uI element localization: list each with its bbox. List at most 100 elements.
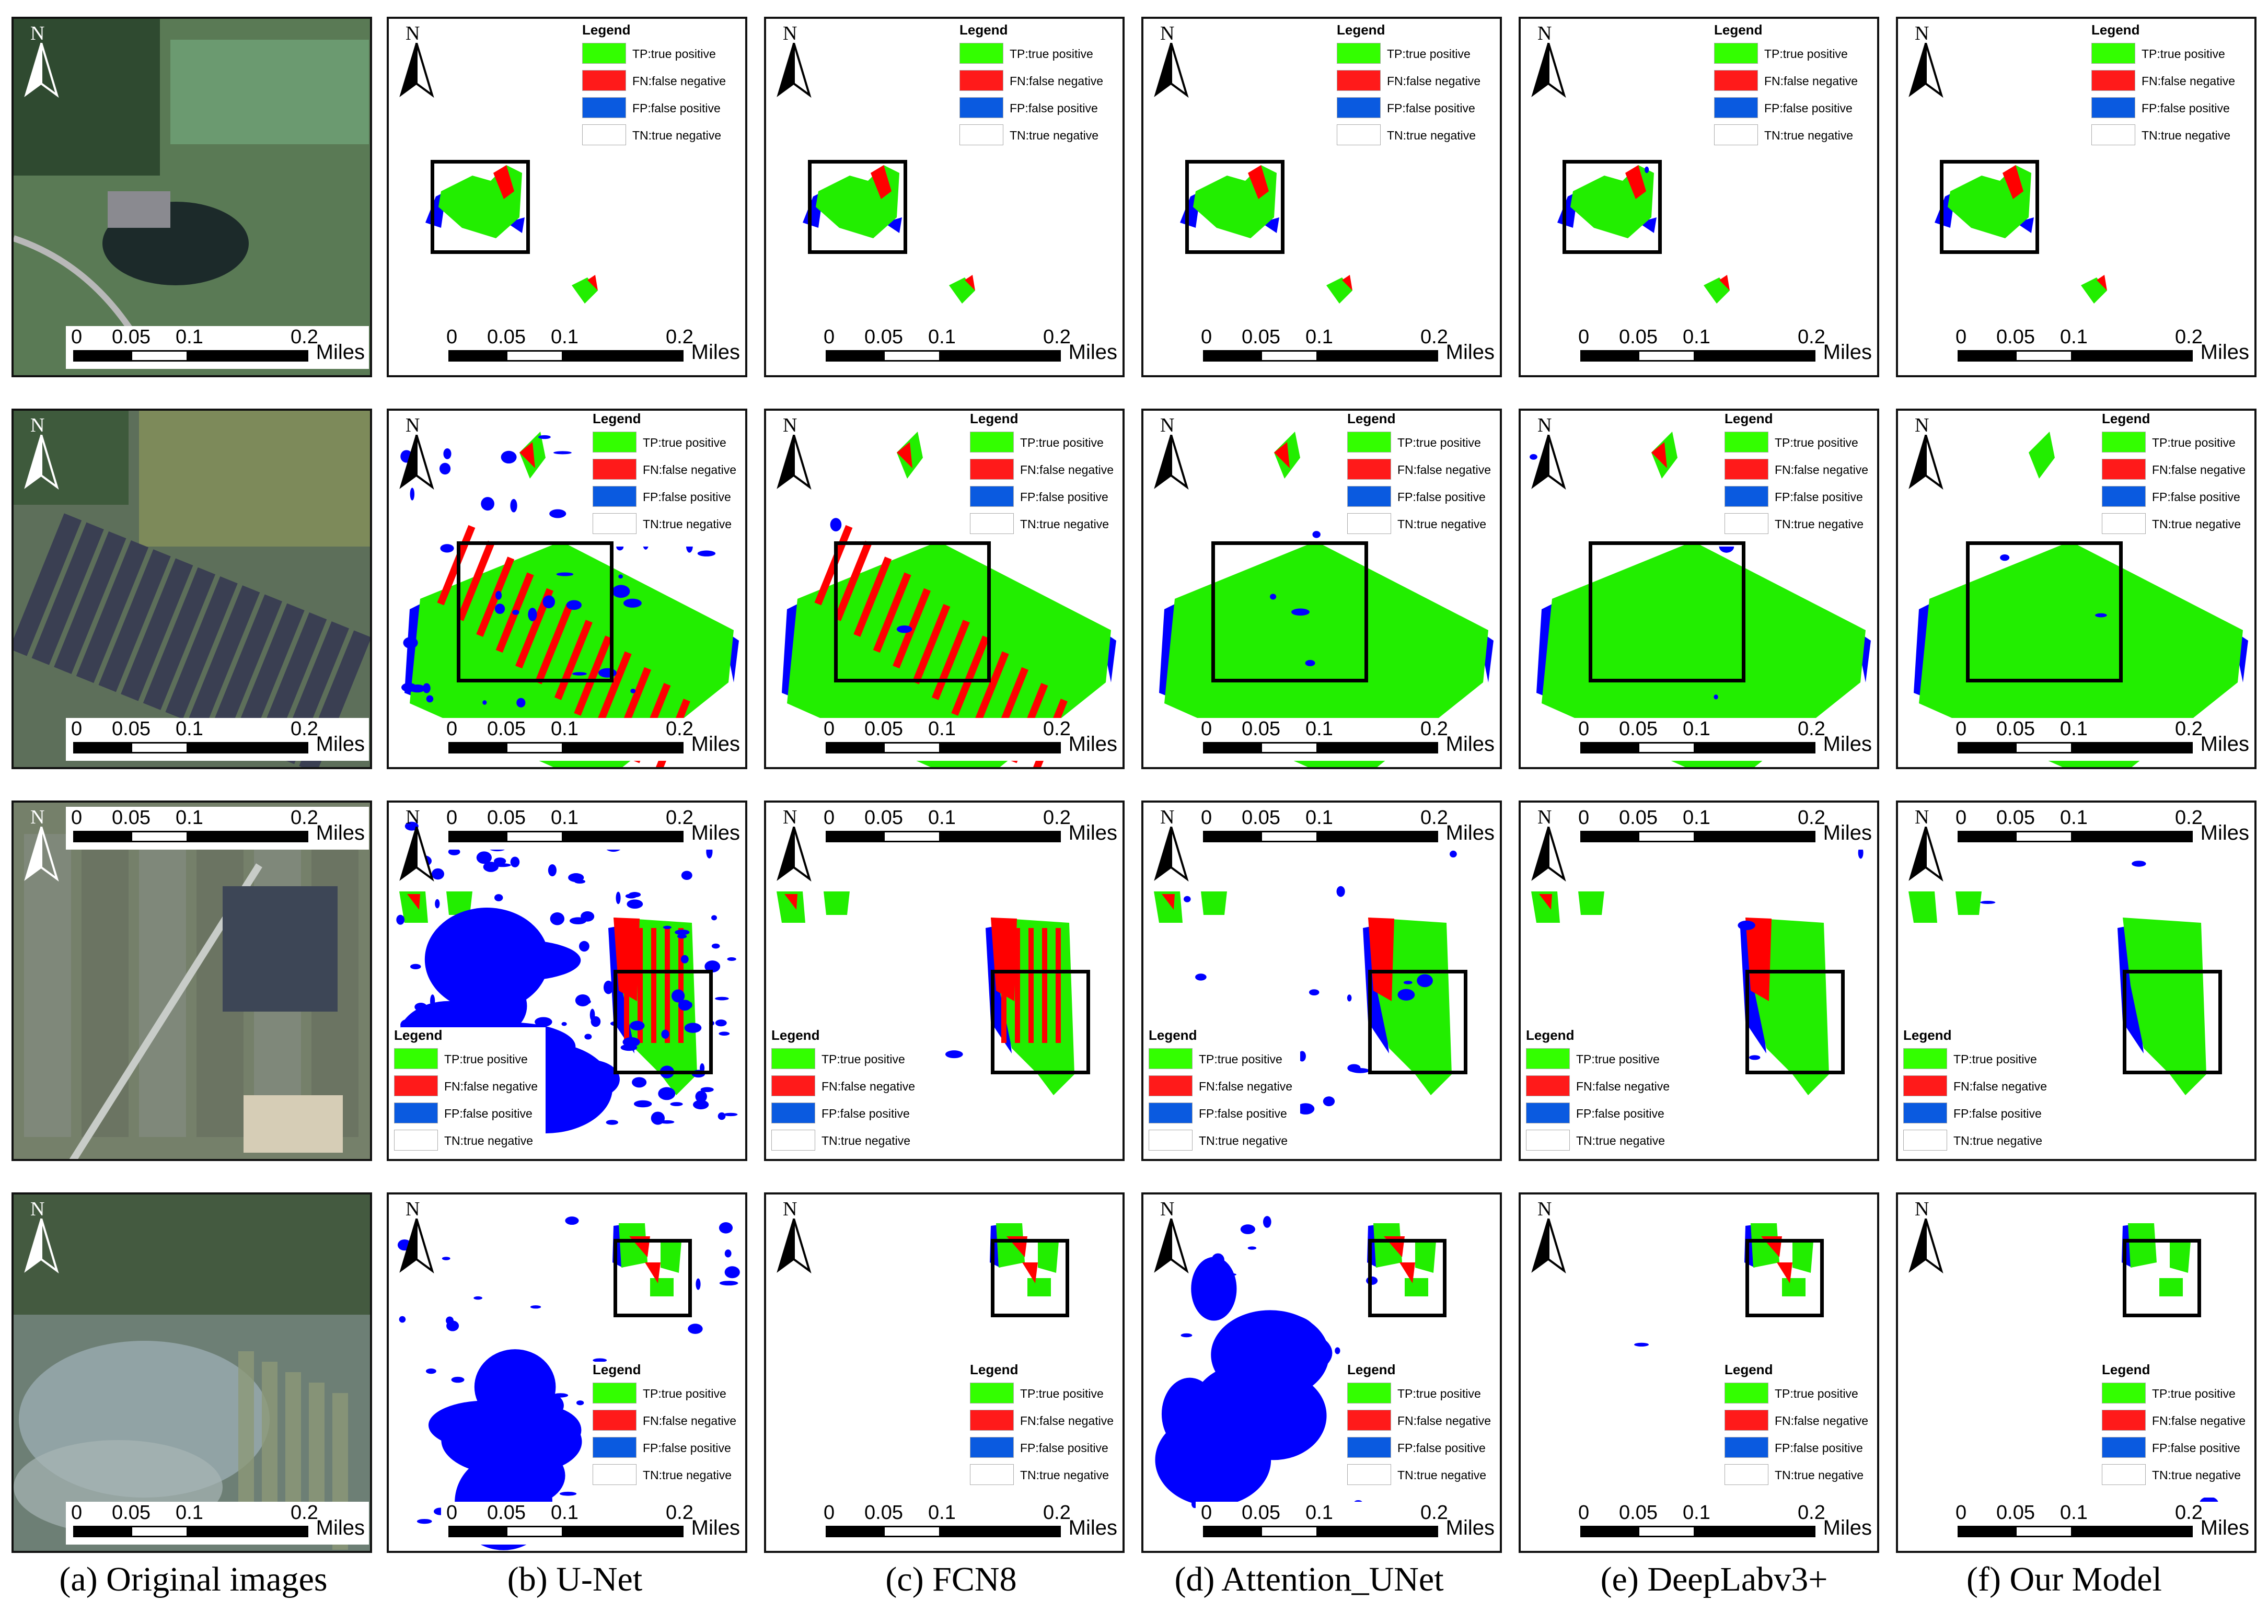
scale-bar-segment <box>448 1526 506 1537</box>
fn-stripe <box>873 572 911 653</box>
legend-swatch <box>771 1048 815 1069</box>
scale-bar-segment <box>188 1526 308 1537</box>
legend-item-label: TP:true positive <box>2152 1387 2236 1400</box>
fp-noise <box>440 544 454 553</box>
fp-noise <box>528 608 537 621</box>
tp-region <box>824 891 850 915</box>
legend-swatch <box>1347 459 1391 480</box>
north-label: N <box>1537 414 1552 436</box>
legend-item: TP:true positive <box>593 432 744 455</box>
legend-item-label: TN:true negative <box>1576 1134 1665 1147</box>
legend: Legend TP:true positive FN:false negative F… <box>577 22 734 158</box>
scale-bar-segment <box>1638 742 1695 753</box>
scale-bar-segment <box>826 350 883 362</box>
zoom-box <box>1368 1239 1447 1317</box>
fp-noise <box>1980 900 1996 904</box>
field-strip <box>262 1362 277 1518</box>
legend-swatch <box>593 1383 637 1403</box>
legend-item-label: FP:false positive <box>632 101 721 115</box>
legend-swatch <box>2102 1437 2146 1458</box>
fp-noise <box>1297 1103 1315 1115</box>
fp-noise <box>1634 1342 1649 1347</box>
scale-bar-segment <box>883 1526 941 1537</box>
scale-tick-label: 0.2 <box>291 807 318 829</box>
legend-item: TN:true negative <box>970 1464 1121 1487</box>
scale-bar-segment <box>2073 742 2193 753</box>
scale-bar-segment <box>883 742 941 753</box>
scale-bar-segment <box>1318 350 1438 362</box>
scale-bar: 0 0.05 0.1 0.2 Miles <box>1950 718 2253 761</box>
scale-unit: Miles <box>1823 733 1872 756</box>
scale-tick-label: 0 <box>71 718 83 740</box>
scale-bar-segment <box>448 831 506 842</box>
legend-item: FP:false positive <box>1337 97 1488 120</box>
legend-item-label: TP:true positive <box>1020 1387 1104 1400</box>
legend: Legend TP:true positive FN:false negative F… <box>2097 411 2253 547</box>
north-arrow-icon: N <box>1530 806 1567 884</box>
legend-item: TN:true negative <box>593 513 744 536</box>
prediction-map-panel: N 0 0.05 0.1 0.2 Miles Legend TP:true positive F… <box>1896 801 2257 1161</box>
scale-tick-label: 0.1 <box>176 718 203 740</box>
fn-region <box>1745 918 1772 1001</box>
scale-tick-label: 0.1 <box>928 718 956 740</box>
scale-tick-label: 0.2 <box>291 718 318 740</box>
scale-bar-segment <box>1260 742 1318 753</box>
scale-tick-label: 0.1 <box>928 1502 956 1524</box>
scale-unit: Miles <box>1068 341 1117 364</box>
legend-item: FN:false negative <box>1714 70 1866 93</box>
column-caption: (d) Attention_UNet <box>1174 1560 1444 1598</box>
fp-noise <box>633 1100 652 1108</box>
fp-noise <box>565 1216 579 1225</box>
fp-noise <box>558 1065 574 1077</box>
prediction-map-panel: N 0 0.05 0.1 0.2 Miles Legend TP:true positive F… <box>1141 409 1502 769</box>
legend-item-label: FN:false negative <box>1764 74 1858 88</box>
scale-tick-label: 0.2 <box>2175 807 2203 829</box>
tp-region <box>1542 541 1866 767</box>
legend-item: FP:false positive <box>1347 1437 1499 1460</box>
scale-tick-label: 0.1 <box>2060 718 2088 740</box>
legend-item: FN:false negative <box>1725 459 1876 482</box>
legend-item: FN:false negative <box>394 1075 546 1098</box>
prediction-map-panel: N 0 0.05 0.1 0.2 Miles Legend TP:true positive F… <box>1141 1192 1502 1553</box>
scale-bar-segment <box>1580 831 1638 842</box>
fp-noise <box>658 1087 676 1100</box>
scale-bar-segment <box>2015 831 2073 842</box>
fn-region <box>645 1262 661 1283</box>
legend-swatch <box>1347 1437 1391 1458</box>
prediction-map-panel: N 0 0.05 0.1 0.2 Miles Legend TP:true positive F… <box>1896 1192 2257 1553</box>
legend-title: Legend <box>1714 22 1763 38</box>
fp-noise <box>1336 886 1345 897</box>
legend-title: Legend <box>1903 1027 1952 1043</box>
scale-bar: 0 0.05 0.1 0.2 Miles <box>441 718 744 761</box>
fp-noise <box>593 1082 608 1086</box>
legend-item-label: FN:false negative <box>2152 1414 2246 1428</box>
scale-bar-segment <box>2073 831 2193 842</box>
fp-noise <box>719 1031 730 1036</box>
scale-bar-segment <box>563 1526 684 1537</box>
fp-noise <box>1291 608 1310 616</box>
legend-item: TN:true negative <box>1903 1130 2055 1153</box>
scale-bar-segment <box>883 831 941 842</box>
legend-swatch <box>394 1075 438 1096</box>
north-arrow-icon: N <box>1530 414 1567 492</box>
legend-item-label: FN:false negative <box>1397 1414 1491 1428</box>
fp-noise <box>552 1393 569 1398</box>
legend-item: TP:true positive <box>771 1048 923 1071</box>
legend-item: TP:true positive <box>2091 43 2243 66</box>
scale-tick-label: 0.05 <box>1619 718 1658 740</box>
scale-tick-label: 0.05 <box>864 807 903 829</box>
legend-swatch <box>1149 1075 1193 1096</box>
fp-noise <box>711 943 720 949</box>
fp-noise <box>945 1050 963 1059</box>
scale-tick-label: 0.1 <box>928 326 956 348</box>
legend-item-label: FP:false positive <box>1775 490 1863 504</box>
scale-tick-label: 0 <box>1201 326 1212 348</box>
scale-unit: Miles <box>691 341 740 364</box>
fp-noise <box>575 994 591 1006</box>
legend-item: FN:false negative <box>593 459 744 482</box>
scale-unit: Miles <box>1823 341 1872 364</box>
scale-bar: 0 0.05 0.1 0.2 Miles <box>66 326 369 369</box>
legend-item-label: TN:true negative <box>632 129 722 142</box>
fp-noise <box>1217 1362 1231 1368</box>
scale-bar-segment <box>1638 831 1695 842</box>
